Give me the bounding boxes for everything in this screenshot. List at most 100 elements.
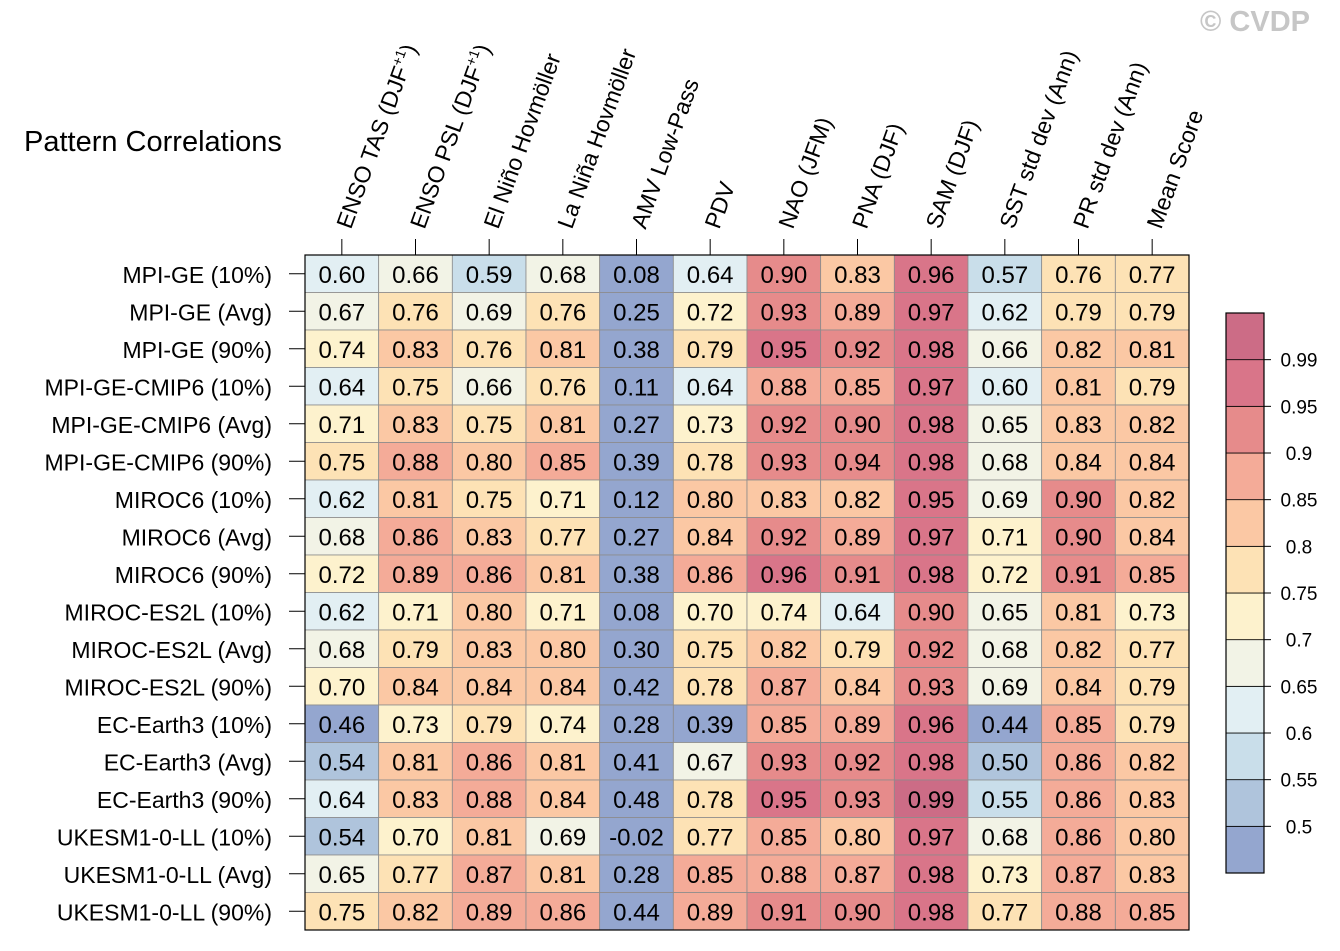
cell-value-label: 0.62 — [318, 487, 365, 514]
cell-value-label: 0.84 — [1129, 524, 1176, 551]
cell-value-label: 0.73 — [981, 862, 1028, 889]
cell-value-label: 0.92 — [834, 749, 881, 776]
cell-value-label: 0.74 — [539, 712, 586, 739]
heatmap-cell — [746, 704, 822, 743]
heatmap-cell — [672, 254, 748, 293]
cell-value-label: 0.66 — [981, 337, 1028, 364]
cell-value-label: 0.77 — [1129, 637, 1176, 664]
cell-value-label: 0.90 — [908, 599, 955, 626]
heatmap-cell — [820, 329, 895, 368]
cell-value-label: 0.89 — [687, 899, 734, 926]
cell-value-label: 0.71 — [392, 599, 439, 626]
heatmap-cell — [525, 779, 601, 818]
cell-value-label: 0.83 — [392, 337, 439, 364]
cell-value-label: 0.83 — [392, 412, 439, 439]
colorbar-segment — [1225, 592, 1265, 641]
heatmap-cell — [1041, 292, 1116, 331]
colorbar-tick-label: 0.55 — [1281, 771, 1318, 792]
cell-value-label: 0.89 — [834, 299, 881, 326]
cell-value-label: 0.85 — [1129, 562, 1176, 589]
cell-value-label: 0.86 — [687, 562, 734, 589]
heatmap-cell — [378, 742, 453, 781]
cell-value-label: 0.87 — [760, 674, 807, 701]
cell-value-label: 0.83 — [1129, 787, 1176, 814]
row-label: MPI-GE (Avg) — [129, 299, 272, 325]
cell-value-label: 0.57 — [981, 262, 1028, 289]
colorbar-segment — [1225, 685, 1265, 734]
cell-value-label: 0.62 — [981, 299, 1028, 326]
row-label: EC-Earth3 (10%) — [97, 712, 272, 738]
heatmap-cell — [746, 254, 822, 293]
cell-value-label: 0.87 — [834, 862, 881, 889]
column-label: ENSO TAS (DJF+1) — [330, 40, 422, 232]
cell-value-label: 0.68 — [981, 449, 1028, 476]
heatmap-cell — [672, 442, 748, 481]
cell-value-label: 0.79 — [466, 712, 513, 739]
cell-value-label: 0.95 — [760, 337, 807, 364]
cell-value-label: 0.80 — [687, 487, 734, 514]
column-label: La Niña Hovmöller — [552, 45, 641, 232]
heatmap-cell — [746, 479, 822, 518]
cell-value-label: 0.88 — [392, 449, 439, 476]
column-label: PNA (DJF) — [847, 120, 909, 232]
heatmap-cell — [378, 704, 453, 743]
heatmap-cell — [599, 704, 674, 743]
cell-value-label: 0.68 — [539, 262, 586, 289]
cell-value-label: 0.65 — [981, 599, 1028, 626]
cell-value-label: 0.86 — [539, 899, 586, 926]
cell-value-label: 0.68 — [318, 637, 365, 664]
heatmap-cell — [378, 892, 453, 931]
cell-value-label: 0.64 — [318, 374, 365, 401]
heatmap-cell — [967, 742, 1043, 781]
cell-value-label: 0.48 — [613, 787, 660, 814]
heatmap-cell — [1114, 854, 1190, 893]
colorbar-tick-label: 0.7 — [1286, 631, 1312, 652]
cell-value-label: 0.96 — [908, 712, 955, 739]
heatmap-cell — [378, 854, 453, 893]
heatmap-cell — [378, 292, 453, 331]
cell-value-label: 0.86 — [466, 562, 513, 589]
cell-value-label: 0.85 — [1055, 712, 1102, 739]
heatmap-cell — [746, 592, 822, 631]
cell-value-label: 0.38 — [613, 562, 660, 589]
cell-value-label: 0.97 — [908, 824, 955, 851]
cell-value-label: 0.81 — [1129, 337, 1176, 364]
cell-value-label: 0.84 — [466, 674, 513, 701]
cell-value-label: 0.75 — [392, 374, 439, 401]
cell-value-label: 0.93 — [834, 787, 881, 814]
cell-value-label: 0.85 — [1129, 899, 1176, 926]
heatmap-cell — [599, 367, 674, 406]
column-label: PR std dev (Ann) — [1068, 58, 1152, 231]
cell-value-label: 0.81 — [539, 749, 586, 776]
heatmap-cell — [525, 329, 601, 368]
heatmap-cell — [967, 779, 1043, 818]
cell-value-label: 0.81 — [1055, 374, 1102, 401]
cell-value-label: 0.77 — [392, 862, 439, 889]
cell-value-label: 0.11 — [614, 374, 659, 401]
cell-value-label: 0.39 — [687, 712, 734, 739]
cell-value-label: 0.71 — [539, 487, 586, 514]
cell-value-label: 0.83 — [392, 787, 439, 814]
heatmap-cell — [451, 329, 527, 368]
heatmap-cell — [599, 667, 674, 706]
heatmap-cell — [304, 442, 380, 481]
colorbar-segment — [1225, 779, 1265, 827]
heatmap-cell — [599, 292, 674, 331]
cell-value-label: 0.97 — [908, 374, 955, 401]
cell-value-label: 0.83 — [1055, 412, 1102, 439]
row-label: EC-Earth3 (90%) — [97, 787, 272, 813]
heatmap-cell — [1041, 254, 1116, 293]
cell-value-label: 0.84 — [834, 674, 881, 701]
watermark: © CVDP — [1200, 6, 1310, 38]
cell-value-label: 0.64 — [687, 374, 734, 401]
heatmap-cell — [672, 892, 748, 931]
cell-value-label: 0.08 — [613, 599, 660, 626]
cell-value-label: 0.81 — [539, 337, 586, 364]
heatmap-cell — [967, 442, 1043, 481]
heatmap-cell — [599, 629, 674, 668]
heatmap-cell — [893, 367, 969, 406]
cell-value-label: 0.82 — [1129, 749, 1176, 776]
heatmap-cell — [378, 329, 453, 368]
cell-value-label: 0.98 — [908, 562, 955, 589]
